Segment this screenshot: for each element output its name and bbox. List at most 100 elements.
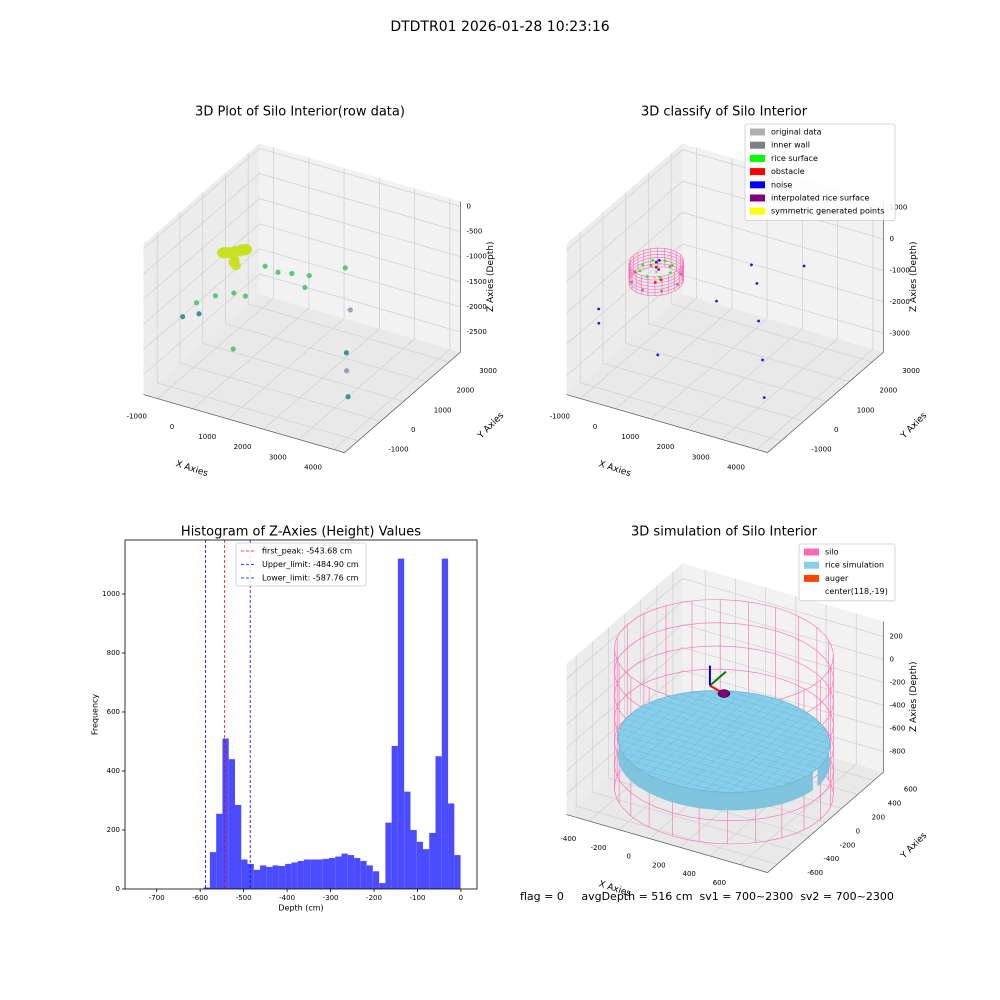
histogram-bar (441, 558, 449, 889)
grid-line (580, 147, 697, 399)
histogram-bar (247, 863, 254, 889)
histogram-bar (234, 804, 242, 889)
grid-line (575, 655, 778, 865)
data-point (344, 368, 350, 374)
data-point (342, 265, 348, 271)
histogram-bar (360, 860, 367, 889)
legend-label: noise (771, 180, 792, 189)
legend-label: symmetric generated points (771, 207, 884, 216)
histogram-bar (448, 803, 455, 889)
data-point (802, 264, 806, 268)
z-axis-label: Z Axies (Depth) (909, 661, 919, 732)
y-tick-label: 1000 (434, 406, 452, 414)
data-point (228, 257, 239, 268)
legend-label: inner wall (771, 141, 810, 150)
y-tick-label: 400 (107, 767, 120, 775)
grid-line (566, 212, 884, 314)
legend-swatch (750, 168, 765, 176)
rice-mesh (740, 722, 821, 793)
grid-line (566, 623, 884, 726)
z-tick-label: -400 (889, 701, 905, 709)
z-tick-label: -200 (889, 678, 905, 686)
histogram-bar (435, 756, 442, 889)
y-tick-label: 200 (107, 826, 120, 834)
x-tick-label: -300 (323, 894, 339, 902)
chart-title: Histogram of Z-Axies (Height) Values (181, 525, 421, 540)
data-point (196, 311, 202, 317)
rice-mesh (691, 691, 826, 731)
histogram-bar (303, 859, 311, 889)
histogram-bar (328, 858, 336, 889)
histogram-bar (216, 813, 223, 889)
z-tick-label: -2000 (466, 303, 486, 311)
chart-title: 3D simulation of Silo Interior (631, 525, 818, 540)
x-tick-label: 400 (682, 870, 695, 878)
histogram-bar (228, 759, 235, 889)
x-tick-label: 4000 (304, 464, 322, 472)
histogram-bar (379, 883, 386, 889)
axis-line (566, 201, 884, 453)
grid-line (686, 178, 803, 430)
z-tick-label: -1000 (466, 253, 486, 261)
histogram-bar (260, 865, 267, 889)
data-point (656, 353, 660, 357)
grid-line (333, 198, 451, 450)
data-point (671, 264, 674, 267)
z-tick-label: -800 (889, 747, 905, 755)
footer-text: flag = 0 avgDepth = 516 cm sv1 = 700~230… (520, 890, 894, 903)
histogram-bar (429, 832, 436, 889)
data-point (633, 270, 637, 274)
histogram-bar (422, 849, 430, 889)
histogram-bar (354, 858, 361, 889)
y-tick-label: 0 (116, 885, 120, 893)
data-point (761, 358, 764, 362)
z-tick-label: -1000 (889, 266, 909, 274)
data-point (676, 282, 679, 286)
data-point (654, 261, 658, 264)
data-point (345, 394, 351, 400)
data-point (212, 293, 219, 299)
data-point (640, 263, 644, 267)
data-point (649, 264, 653, 267)
legend-label: first_peak: -543.68 cm (262, 547, 352, 556)
data-point (679, 272, 683, 276)
data-point (762, 396, 766, 400)
histogram-bar (291, 862, 298, 889)
data-point (302, 284, 308, 291)
data-point (347, 307, 353, 313)
data-point (597, 307, 601, 311)
data-point (653, 280, 657, 284)
z-tick-label: -1500 (466, 278, 486, 286)
chart-title: 3D classify of Silo Interior (641, 105, 808, 120)
histogram-bar (341, 853, 348, 889)
legend-swatch (804, 561, 819, 569)
figure-title: DTDTR01 2026-01-28 10:23:16 (390, 19, 609, 35)
data-point (654, 263, 658, 267)
grid-line (591, 641, 794, 851)
z-tick-label: -3000 (889, 329, 909, 337)
grid-line (143, 273, 461, 375)
legend-label: rice surface (771, 154, 818, 163)
data-point (668, 264, 672, 268)
z-tick-label: 200 (889, 632, 902, 640)
data-point (755, 281, 759, 285)
data-point (180, 314, 186, 320)
z-tick-label: -600 (889, 724, 905, 732)
data-point (663, 259, 667, 263)
z-tick-label: 0 (889, 235, 893, 243)
z-axis-label: Z Axies (Depth) (486, 241, 496, 312)
legend-label: original data (771, 128, 822, 137)
y-tick-label: 600 (107, 708, 120, 716)
legend-label: interpolated rice surface (771, 194, 869, 203)
data-point (757, 319, 760, 323)
histogram-bar (322, 858, 329, 889)
y-tick-label: 1000 (102, 590, 120, 598)
rice-mesh (753, 729, 826, 792)
z-tick-label: -500 (466, 228, 482, 236)
rice-mesh (667, 696, 831, 744)
data-point (654, 270, 658, 274)
y-tick-label: -1000 (811, 446, 831, 454)
grid-line (566, 646, 884, 749)
histogram-bar (410, 829, 417, 889)
